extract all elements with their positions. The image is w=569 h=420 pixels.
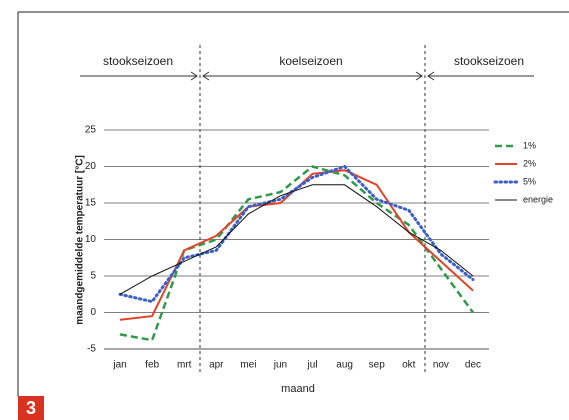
y-tick-label: 25 (85, 125, 97, 136)
x-tick-label: nov (433, 360, 449, 371)
legend-label: energie (523, 194, 553, 204)
season-arrows (80, 71, 534, 81)
y-tick-label: 10 (85, 234, 97, 245)
x-tick-label: apr (209, 360, 224, 371)
series-line (118, 164, 475, 304)
x-axis-label: maand (281, 383, 315, 395)
x-tick-label: feb (145, 360, 159, 371)
annotation: stookseizoen (454, 54, 524, 68)
y-axis-label: maandgemiddelde temperatuur [°C] (75, 155, 86, 325)
x-tick-label: dec (465, 360, 481, 371)
x-tick-label: mei (240, 360, 256, 371)
x-tick-label: jul (307, 360, 318, 371)
legend-label: 5% (523, 176, 536, 186)
y-tick-label: 20 (85, 161, 97, 172)
x-tick-label: mrt (177, 360, 192, 371)
y-tick-label: 15 (85, 198, 97, 209)
x-tick-label: aug (336, 360, 353, 371)
x-tick-label: okt (402, 360, 416, 371)
legend-label: 1% (523, 140, 536, 150)
series-line (119, 169, 474, 321)
y-tick-label: 5 (90, 271, 96, 282)
y-tick-label: -5 (87, 344, 96, 355)
x-tick-label: sep (369, 360, 386, 371)
figure-badge (18, 396, 44, 420)
legend-label: 2% (523, 158, 536, 168)
y-tick-label: 0 (90, 307, 96, 318)
annotation: stookseizoen (103, 54, 173, 68)
annotation: koelseizoen (279, 54, 342, 68)
x-tick-label: jan (112, 360, 126, 371)
figure-number: 3 (26, 398, 36, 418)
series-line (119, 184, 474, 295)
x-tick-label: jun (273, 360, 287, 371)
series-line (119, 165, 475, 342)
